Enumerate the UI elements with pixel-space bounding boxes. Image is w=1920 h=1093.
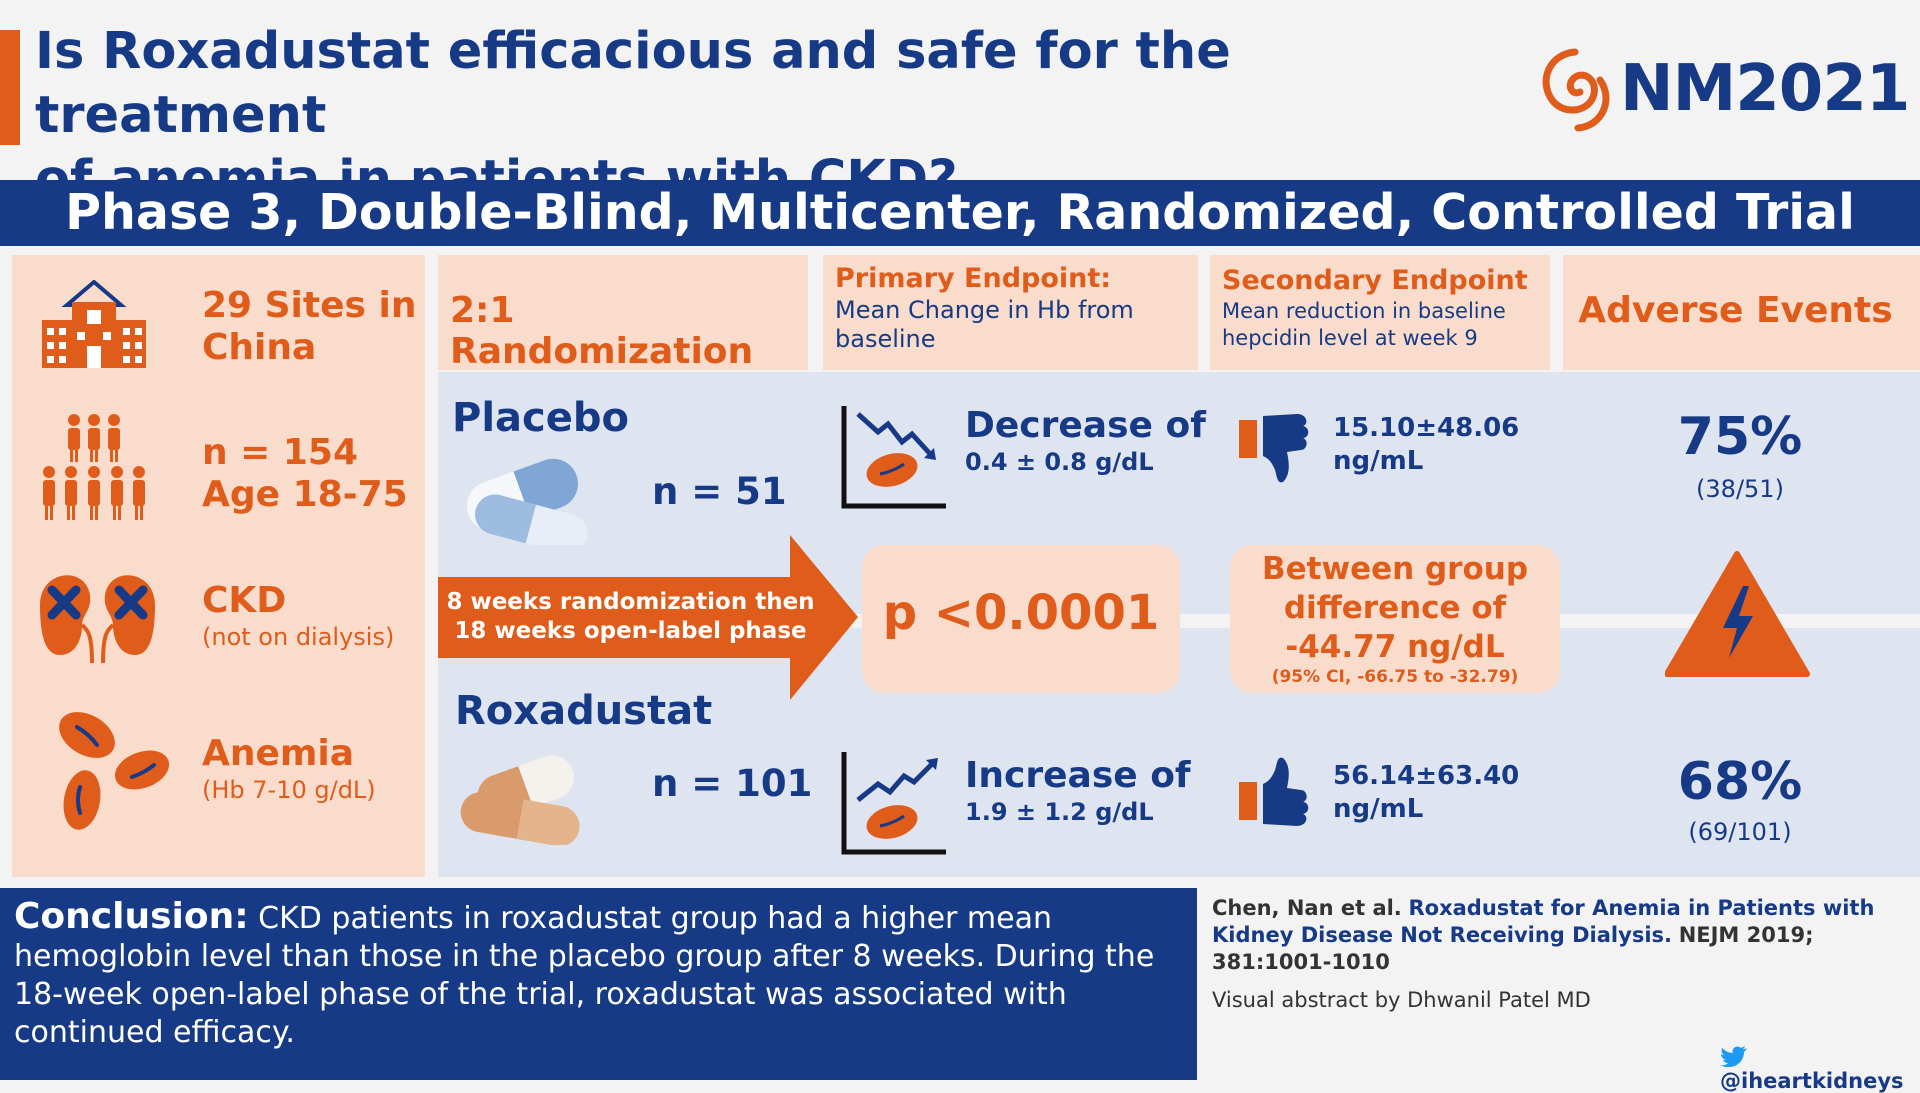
timeline-line-1: 8 weeks randomization then [446, 589, 815, 615]
population-text: n = 154 Age 18-75 [202, 432, 408, 516]
population-panel: 29 Sites in China [12, 255, 425, 877]
between-group-difference: Between group difference of -44.77 ng/dL [1230, 550, 1560, 667]
roxadustat-ae-fraction: (69/101) [1688, 818, 1792, 846]
people-group-icon [43, 414, 145, 520]
placebo-pill-icon [466, 458, 588, 545]
citation-authors: Chen, Nan et al. [1212, 896, 1402, 920]
placebo-secondary-result: 15.10±48.06 ng/mL [1333, 412, 1519, 478]
p-value-box: p <0.0001 [862, 545, 1180, 693]
placebo-ae-fraction: (38/51) [1696, 475, 1784, 503]
sites-line-1: 29 Sites in [202, 285, 417, 326]
between-group-difference-box: Between group difference of -44.77 ng/dL… [1230, 545, 1560, 693]
primary-endpoint-desc: Mean Change in Hb from baseline [835, 296, 1134, 353]
citation-title-link[interactable]: Roxadustat for Anemia in Patients with K… [1212, 896, 1875, 947]
ckd-sublabel: (not on dialysis) [202, 623, 395, 651]
placebo-primary-result: Decrease of 0.4 ± 0.8 g/dL [965, 405, 1206, 476]
red-blood-cells-icon [59, 712, 170, 830]
randomization-label: 2:1 Randomization [450, 290, 754, 372]
trend-down-chart-icon [841, 406, 946, 509]
diff-line-1: Between group [1261, 551, 1529, 587]
roxadustat-primary-line-2: 1.9 ± 1.2 g/dL [965, 798, 1154, 826]
adverse-events-header: Adverse Events [1563, 255, 1920, 370]
visual-abstract-credit: Visual abstract by Dhwanil Patel MD [1212, 988, 1591, 1012]
adverse-events-label: Adverse Events [1578, 290, 1893, 331]
p-value: p <0.0001 [882, 585, 1160, 641]
roxadustat-primary-line-1: Increase of [965, 755, 1191, 796]
sites-row: 29 Sites in China [12, 275, 425, 395]
study-design-banner: Phase 3, Double-Blind, Multicenter, Rand… [0, 180, 1920, 246]
placebo-secondary-line-1: 15.10±48.06 [1333, 413, 1520, 443]
secondary-endpoint-header: Secondary Endpoint Mean reduction in bas… [1210, 255, 1550, 370]
secondary-endpoint-label: Secondary Endpoint [1222, 265, 1528, 296]
spiral-logo-icon [1542, 48, 1610, 132]
sites-text: 29 Sites in China [202, 285, 416, 369]
secondary-endpoint-desc: Mean reduction in baseline hepcidin leve… [1222, 299, 1506, 350]
roxadustat-secondary-line-2: ng/mL [1333, 794, 1424, 824]
ckd-label: CKD [202, 580, 287, 621]
anemia-label: Anemia [202, 733, 355, 774]
timeline-arrow-icon [438, 535, 858, 700]
placebo-title: Placebo [452, 395, 629, 441]
placebo-ae-percent: 75% [1677, 407, 1803, 467]
diff-line-3: -44.77 ng/dL [1285, 629, 1505, 665]
conclusion-lead: Conclusion: [14, 896, 249, 937]
placebo-secondary-line-2: ng/mL [1333, 446, 1424, 476]
sample-size: n = 154 [202, 432, 359, 473]
anemia-row: Anemia (Hb 7-10 g/dL) [12, 705, 425, 845]
thumbs-up-icon [1239, 757, 1309, 826]
roxadustat-pill-icon [460, 755, 580, 845]
placebo-n: n = 51 [652, 470, 787, 513]
twitter-handle[interactable]: @iheartkidneys [1720, 1045, 1920, 1093]
anemia-sublabel: (Hb 7-10 g/dL) [202, 776, 376, 804]
anemia-text: Anemia (Hb 7-10 g/dL) [202, 733, 376, 805]
warning-lightning-icon [1665, 551, 1810, 677]
randomization-header: 2:1 Randomization [438, 255, 808, 372]
primary-endpoint-label: Primary Endpoint: [835, 263, 1112, 294]
roxadustat-n: n = 101 [652, 762, 813, 805]
placebo-primary-line-1: Decrease of [965, 405, 1206, 446]
population-row: n = 154 Age 18-75 [12, 410, 425, 540]
nm2021-logo: NM2021 [1530, 40, 1910, 140]
age-range: Age 18-75 [202, 474, 408, 515]
citation: Chen, Nan et al. Roxadustat for Anemia i… [1212, 895, 1912, 976]
logo-text: NM2021 [1620, 52, 1910, 126]
roxadustat-primary-result: Increase of 1.9 ± 1.2 g/dL [965, 755, 1191, 826]
citation-journal: NEJM 2019; 381:1001-1010 [1212, 923, 1814, 974]
trend-up-chart-icon [841, 752, 946, 855]
placebo-primary-line-2: 0.4 ± 0.8 g/dL [965, 448, 1154, 476]
sites-line-2: China [202, 327, 317, 368]
thumbs-down-icon [1239, 414, 1309, 483]
title-line-1: Is Roxadustat efficacious and safe for t… [35, 22, 1231, 145]
ckd-text: CKD (not on dialysis) [202, 580, 394, 652]
primary-endpoint-header: Primary Endpoint: Mean Change in Hb from… [823, 255, 1198, 370]
roxadustat-secondary-result: 56.14±63.40 ng/mL [1333, 760, 1519, 826]
roxadustat-secondary-line-1: 56.14±63.40 [1333, 761, 1520, 791]
roxadustat-ae-percent: 68% [1677, 752, 1803, 812]
roxadustat-title: Roxadustat [455, 688, 713, 734]
hospital-icon [42, 280, 146, 368]
diff-line-2: difference of [1283, 590, 1507, 626]
conclusion-box: Conclusion: CKD patients in roxadustat g… [0, 888, 1197, 1080]
conclusion-body: CKD patients in roxadustat group had a h… [14, 901, 1155, 1050]
timeline-text: 8 weeks randomization then 18 weeks open… [438, 588, 823, 646]
twitter-handle-text: @iheartkidneys [1720, 1069, 1904, 1093]
timeline-line-2: 18 weeks open-label phase [454, 618, 807, 644]
conclusion-text: Conclusion: CKD patients in roxadustat g… [14, 898, 1189, 1052]
kidneys-icon [40, 575, 155, 664]
diff-confidence-interval: (95% CI, -66.75 to -32.79) [1271, 667, 1519, 687]
title-accent-bar [0, 30, 20, 145]
ckd-row: CKD (not on dialysis) [12, 555, 425, 675]
twitter-bird-icon [1720, 1046, 1747, 1068]
